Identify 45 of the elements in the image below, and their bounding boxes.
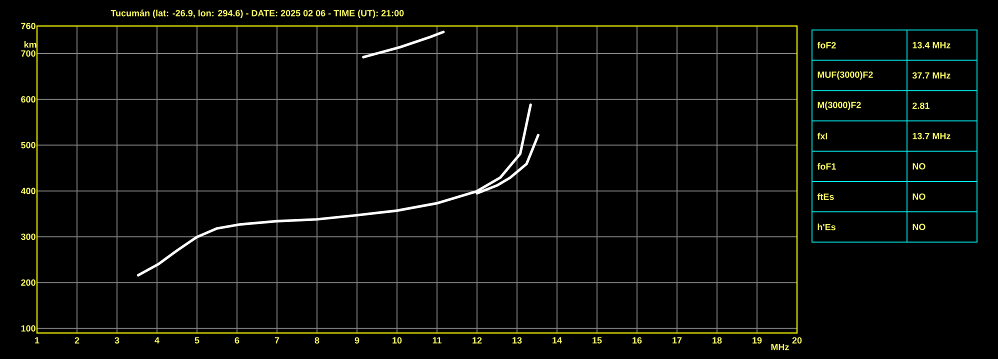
y-tick-label: 600 [21,96,36,103]
x-tick-label: 8 [314,337,320,344]
text: MUF(3000)F2 [818,71,873,80]
x-tick-label: 3 [114,337,120,344]
x-tick-label: 10 [392,337,402,344]
text: fxI [817,132,828,140]
y-tick-label: 760 [21,22,36,30]
y-tick-label: 300 [20,234,36,240]
text: 13.7 MHz [912,132,950,140]
text: M(3000)F2 [818,102,861,110]
y-tick-label: 200 [21,279,36,286]
text: NO [912,193,926,200]
text: h'Es [818,224,836,230]
y-tick-label: 700 [21,50,36,57]
text: foF1 [817,163,836,170]
x-tick-label: 9 [354,337,360,344]
text: 13.4 MHz [912,42,950,48]
x-tick-label: 18 [712,337,722,344]
y-tick-label: 500 [21,142,36,148]
x-tick-label: 13 [512,337,522,344]
text: foF2 [817,42,836,48]
y-tick-label: 100 [21,325,36,332]
chart-title: Tucumán (lat: -26.9, lon: 294.6) - DATE: 2025 02 06 - TIME (UT): 21:00 [110,10,404,18]
x-axis-title: MHz [771,344,789,350]
x-tick-label: 2 [74,337,80,344]
text: NO [912,224,926,230]
x-tick-label: 5 [194,337,200,344]
text: NO [912,163,926,170]
x-tick-label: 17 [672,337,682,344]
y-tick-label: 400 [20,188,36,194]
x-tick-label: 20 [792,337,802,344]
x-tick-label: 19 [752,337,762,344]
text: 37.7 MHz [912,72,950,79]
x-tick-label: 15 [592,337,602,344]
x-tick-label: 4 [154,337,160,344]
x-tick-label: 7 [274,337,280,344]
x-tick-label: 16 [632,337,642,344]
y-axis-title: km [24,41,36,48]
x-tick-label: 6 [234,337,240,344]
text: 2.81 [912,102,930,109]
text: ftEs [817,193,834,200]
x-tick-label: 14 [552,337,562,344]
x-tick-label: 11 [432,337,442,344]
x-tick-label: 1 [35,337,40,344]
x-tick-label: 12 [472,337,482,344]
